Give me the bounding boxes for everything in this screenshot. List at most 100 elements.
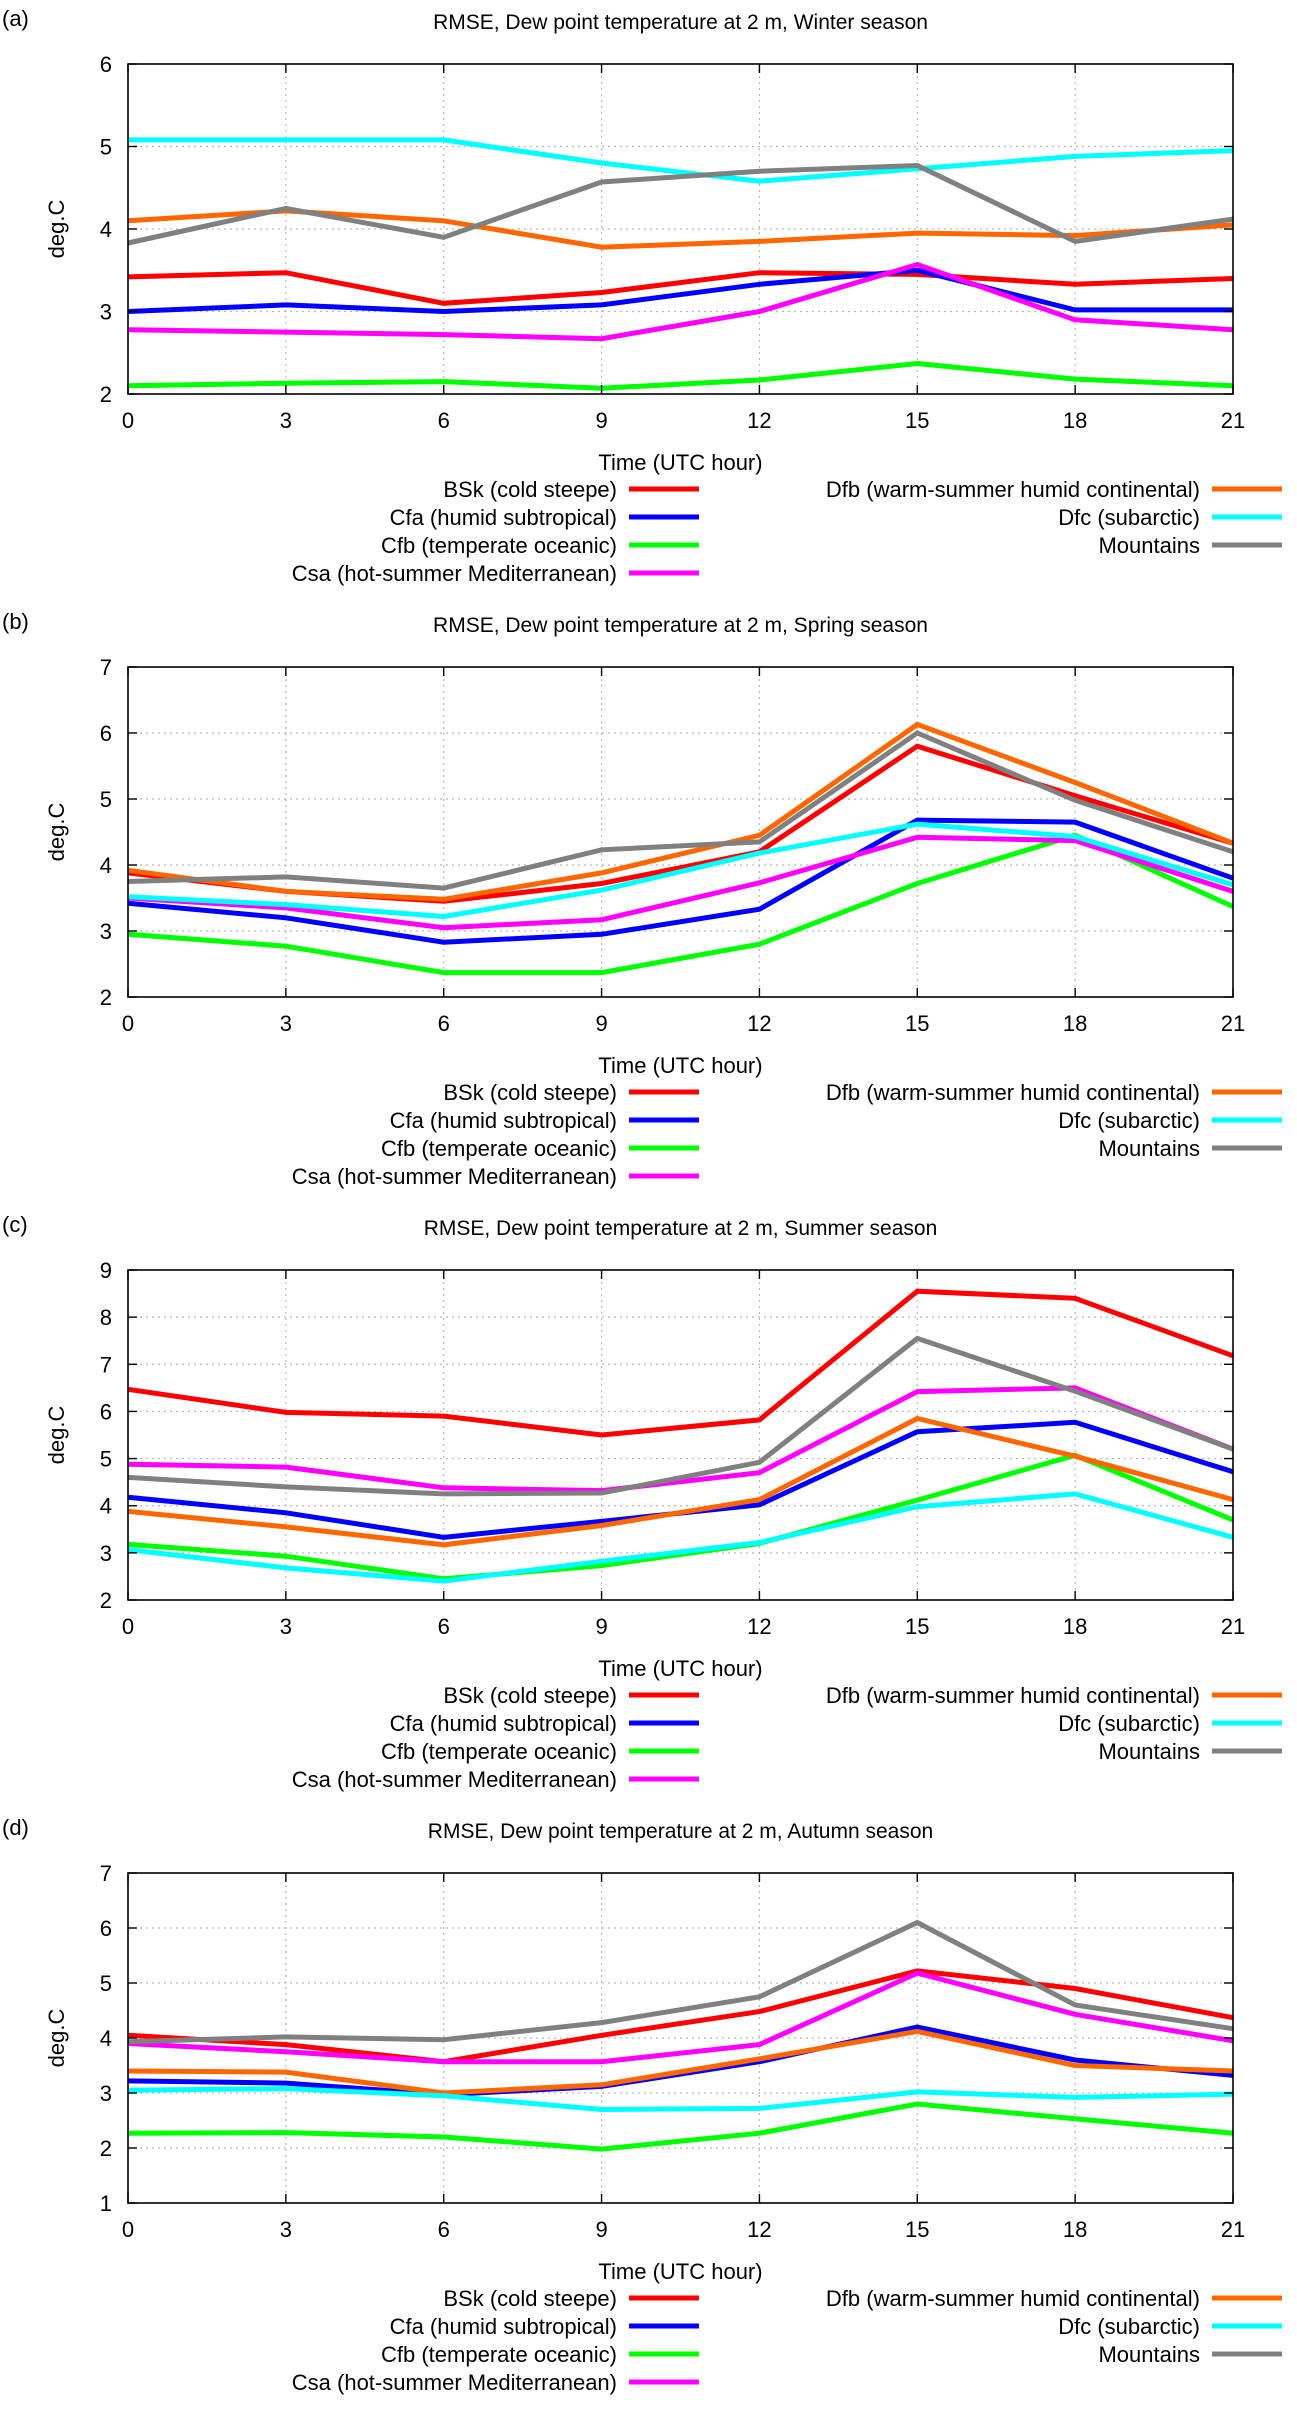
y-tick-label: 4 — [100, 853, 112, 878]
series-lines — [127, 1919, 1234, 2152]
y-axis-label: deg.C — [44, 200, 69, 259]
grid — [128, 64, 1233, 394]
x-tick-label: 15 — [905, 1614, 929, 1639]
legend-label: BSk (cold steepe) — [443, 477, 617, 502]
x-tick-label: 6 — [438, 1614, 450, 1639]
chart-panel-a: (a) RMSE, Dew point temperature at 2 m, W… — [2, 6, 1282, 586]
series-line-dfb — [127, 721, 1234, 902]
x-tick-label: 12 — [747, 1011, 771, 1036]
x-tick-label: 21 — [1221, 408, 1245, 433]
chart-panel-c: (c) RMSE, Dew point temperature at 2 m, S… — [2, 1212, 1282, 1792]
y-tick-label: 6 — [100, 1399, 112, 1424]
series-line-dfb — [127, 2028, 1234, 2096]
grid — [128, 1873, 1233, 2203]
plot-frame — [127, 1269, 1234, 1601]
series-line-csa — [127, 261, 1234, 342]
y-tick-label: 5 — [100, 135, 112, 160]
x-axis: 0 3 6 9 12 15 18 21 — [122, 1873, 1245, 2242]
legend-label: Mountains — [1098, 2342, 1200, 2367]
x-axis-label: Time (UTC hour) — [598, 1053, 762, 1078]
y-tick-label: 3 — [100, 300, 112, 325]
legend-label: Cfb (temperate oceanic) — [381, 1136, 617, 1161]
x-tick-label: 9 — [595, 1011, 607, 1036]
x-axis: 0 3 6 9 12 15 18 21 — [122, 667, 1245, 1036]
legend-label: Csa (hot-summer Mediterranean) — [292, 561, 617, 586]
y-tick-label: 4 — [100, 217, 112, 242]
legend-label: Csa (hot-summer Mediterranean) — [292, 1767, 617, 1792]
series-line-csa — [127, 1970, 1234, 2065]
y-tick-label: 9 — [100, 1258, 112, 1283]
x-tick-label: 0 — [122, 2217, 134, 2242]
x-tick-label: 21 — [1221, 2217, 1245, 2242]
x-tick-label: 18 — [1063, 408, 1087, 433]
series-line-dfc — [128, 137, 1234, 184]
series-line-cfa — [127, 267, 1233, 315]
legend-label: Dfb (warm-summer humid continental) — [826, 1080, 1200, 1105]
y-tick-label: 4 — [100, 2026, 112, 2051]
chart-panel-d: (d) RMSE, Dew point temperature at 2 m, A… — [2, 1815, 1282, 2395]
legend-label: Mountains — [1098, 533, 1200, 558]
series-line-bsk — [127, 1968, 1234, 2065]
series-line-mountains — [127, 162, 1234, 246]
series-line-cfb — [127, 1452, 1234, 1582]
y-tick-label: 6 — [100, 52, 112, 77]
panel-label: (c) — [2, 1212, 28, 1237]
legend-label: Dfb (warm-summer humid continental) — [826, 477, 1200, 502]
series-line-mountains — [127, 730, 1234, 891]
y-tick-label: 2 — [100, 1588, 112, 1613]
legend-label: Mountains — [1098, 1136, 1200, 1161]
x-tick-label: 15 — [905, 408, 929, 433]
legend-label: BSk (cold steepe) — [443, 1683, 617, 1708]
x-axis: 0 3 6 9 12 15 18 21 — [122, 64, 1245, 433]
y-tick-label: 3 — [100, 1541, 112, 1566]
y-tick-label: 7 — [100, 655, 112, 680]
y-tick-label: 1 — [100, 2191, 112, 2216]
panel-label: (a) — [2, 6, 29, 31]
chart-panel-b: (b) RMSE, Dew point temperature at 2 m, S… — [2, 609, 1282, 1189]
y-axis: 2 3 4 5 6 — [100, 52, 1233, 407]
x-tick-label: 18 — [1063, 1011, 1087, 1036]
x-tick-label: 9 — [595, 408, 607, 433]
series-line-bsk — [127, 270, 1234, 306]
legend-label: Cfb (temperate oceanic) — [381, 533, 617, 558]
y-tick-label: 6 — [100, 721, 112, 746]
series-lines — [127, 1288, 1234, 1584]
legend-label: Dfc (subarctic) — [1058, 1711, 1200, 1736]
x-axis-label: Time (UTC hour) — [598, 2259, 762, 2284]
legend: BSk (cold steepe) Cfa (humid subtropical)… — [292, 477, 1282, 586]
x-tick-label: 12 — [747, 2217, 771, 2242]
y-tick-label: 7 — [100, 1352, 112, 1377]
legend-label: BSk (cold steepe) — [443, 1080, 617, 1105]
x-tick-label: 3 — [280, 2217, 292, 2242]
series-line-dfc — [127, 2086, 1234, 2113]
y-tick-label: 4 — [100, 1494, 112, 1519]
legend-label: Csa (hot-summer Mediterranean) — [292, 1164, 617, 1189]
x-tick-label: 15 — [905, 2217, 929, 2242]
x-axis-label: Time (UTC hour) — [598, 450, 762, 475]
chart-title: RMSE, Dew point temperature at 2 m, Spri… — [433, 614, 928, 637]
x-tick-label: 3 — [280, 1614, 292, 1639]
y-axis-label: deg.C — [44, 2009, 69, 2068]
legend-label: Cfb (temperate oceanic) — [381, 2342, 617, 2367]
x-tick-label: 9 — [595, 2217, 607, 2242]
panel-label: (b) — [2, 609, 29, 634]
legend-label: Cfa (humid subtropical) — [390, 2314, 617, 2339]
y-tick-label: 3 — [100, 2081, 112, 2106]
series-line-bsk — [127, 1288, 1234, 1438]
legend: BSk (cold steepe) Cfa (humid subtropical)… — [292, 1683, 1282, 1792]
legend-label: Dfc (subarctic) — [1058, 505, 1200, 530]
legend-label: Dfc (subarctic) — [1058, 1108, 1200, 1133]
legend-label: Cfb (temperate oceanic) — [381, 1739, 617, 1764]
legend-label: Dfb (warm-summer humid continental) — [826, 1683, 1200, 1708]
legend-label: Cfa (humid subtropical) — [390, 505, 617, 530]
y-axis: 1 2 3 4 5 6 7 — [100, 1861, 1233, 2216]
series-line-mountains — [127, 1919, 1234, 2045]
x-tick-label: 12 — [747, 408, 771, 433]
x-tick-label: 3 — [280, 408, 292, 433]
legend-label: Mountains — [1098, 1739, 1200, 1764]
y-tick-label: 2 — [100, 985, 112, 1010]
legend: BSk (cold steepe) Cfa (humid subtropical)… — [292, 2286, 1282, 2395]
series-lines — [127, 721, 1235, 976]
legend-label: Dfb (warm-summer humid continental) — [826, 2286, 1200, 2311]
